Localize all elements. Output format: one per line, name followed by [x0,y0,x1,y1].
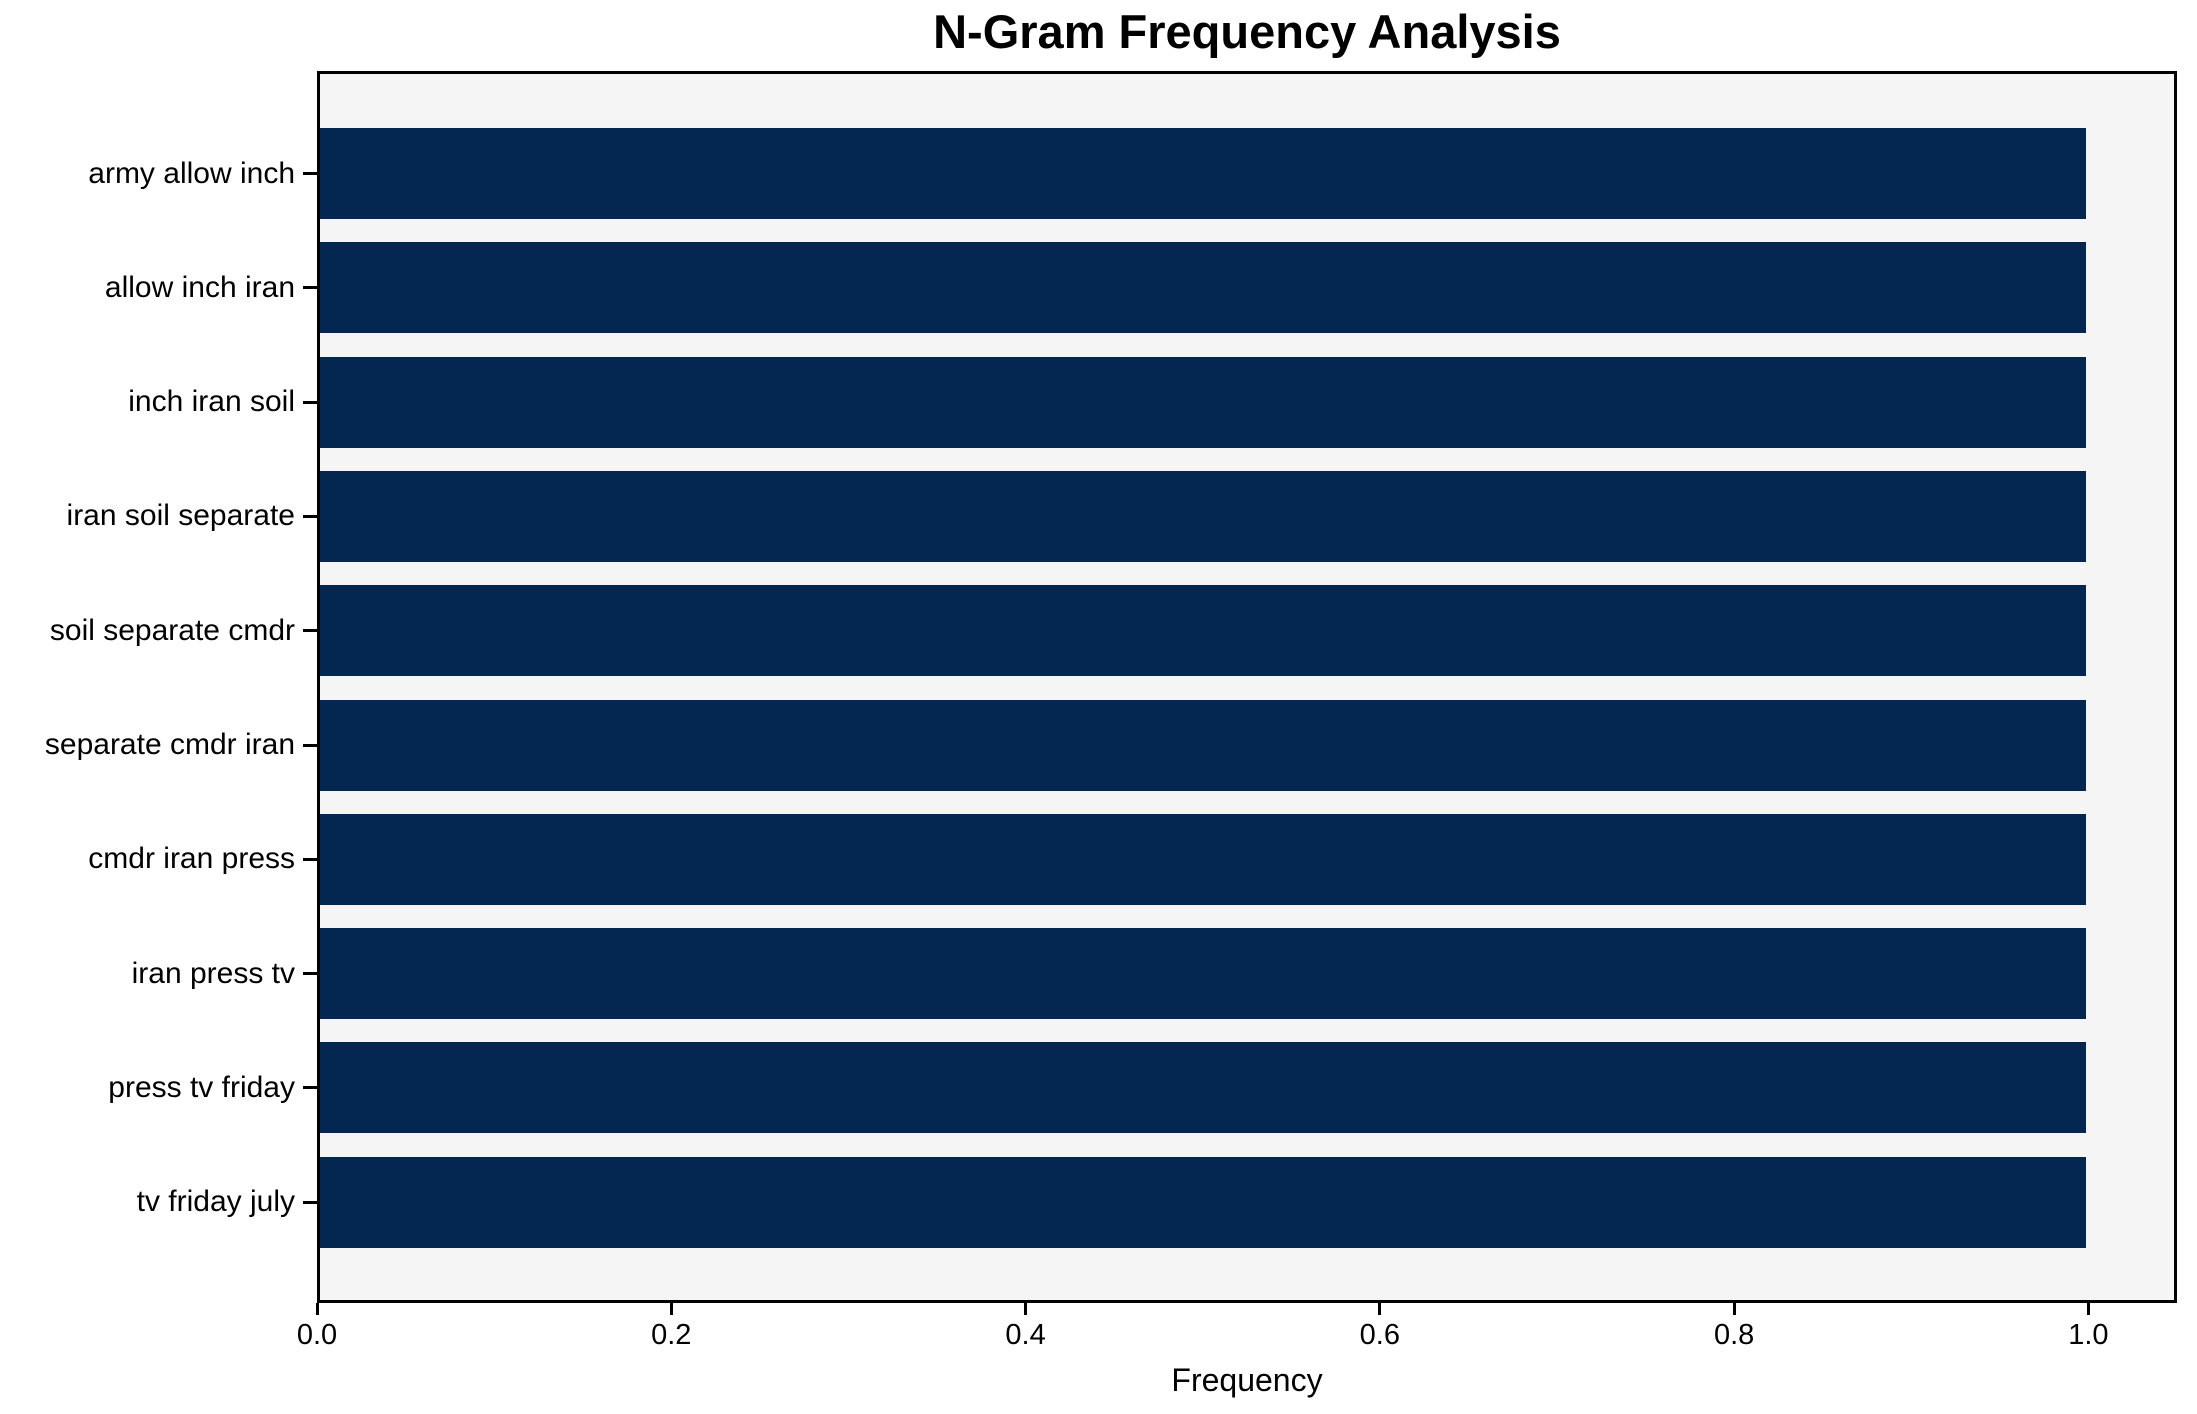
y-tick-mark [303,514,317,518]
y-tick-label: separate cmdr iran [44,728,295,761]
bar [320,1042,2086,1134]
x-tick-mark [669,1303,673,1315]
bar [320,585,2086,677]
plot-area [317,71,2177,1303]
y-tick-label: cmdr iran press [88,842,295,876]
y-tick-mark [303,743,317,747]
y-tick-label: inch iran soil [128,385,295,419]
x-tick-label: 0.4 [1005,1319,1046,1351]
y-tick-label: iran soil separate [66,499,295,533]
y-tick-mark [303,857,317,861]
y-tick-mark [303,1200,317,1204]
bar [320,928,2086,1020]
x-tick-label: 1.0 [2068,1319,2109,1351]
x-tick-mark [1024,1303,1028,1315]
y-tick-mark [303,972,317,976]
bar [320,356,2086,448]
y-tick-mark [303,172,317,175]
bar [320,242,2086,334]
x-tick-label: 0.6 [1359,1319,1400,1351]
x-tick-mark [1378,1303,1382,1315]
x-tick-mark [2086,1303,2090,1315]
bar [320,813,2086,905]
bar [320,699,2086,791]
y-tick-label: allow inch iran [104,270,295,304]
y-tick-label: iran press tv [131,956,295,990]
x-tick-label: 0.8 [1713,1319,1755,1351]
x-axis-title: Frequency [1171,1362,1323,1398]
y-tick-mark [303,1086,317,1090]
y-tick-label: tv friday july [136,1185,295,1219]
x-tick-label: 0.0 [296,1319,338,1351]
y-tick-label: soil separate cmdr [49,613,295,647]
y-tick-mark [303,629,317,633]
bar [320,128,2086,219]
y-tick-mark [303,400,317,404]
y-tick-label: army allow inch [88,156,295,190]
bar [320,470,2086,562]
y-tick-label: press tv friday [108,1070,295,1104]
x-tick-mark [315,1303,319,1315]
chart-title: N-Gram Frequency Analysis [933,5,1561,58]
bar [320,1156,2086,1248]
x-tick-label: 0.2 [651,1319,692,1351]
y-tick-mark [303,286,317,290]
x-tick-mark [1732,1303,1736,1315]
